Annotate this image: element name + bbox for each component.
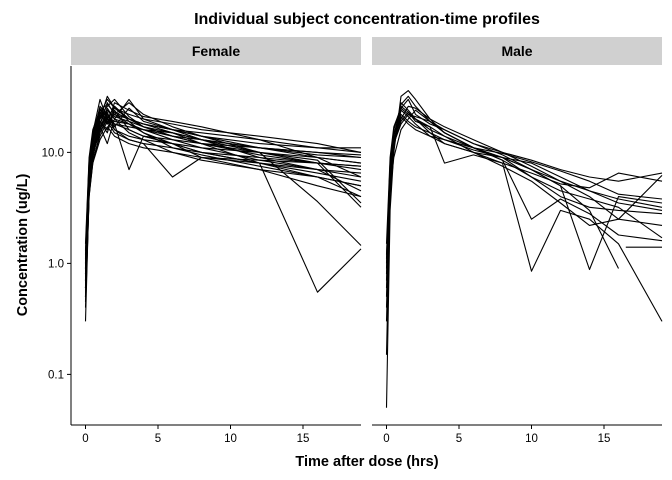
subject-line-female-1 [84,98,362,322]
strip-label-male: Male [501,43,532,59]
strip-label-female: Female [192,43,240,59]
x-tick-label: 5 [155,433,161,445]
chart-title: Individual subject concentration-time pr… [194,11,540,28]
subject-line-female-13 [84,107,362,281]
subject-line-male-1 [385,90,663,408]
profile-lines-male [385,90,663,408]
x-tick-label: 0 [82,433,88,445]
y-tick-label: 1.0 [48,258,64,270]
subject-line-female-20 [84,109,362,269]
subject-line-female-24 [84,103,362,264]
y-axis-ticks: 0.1 1.0 10.0 [42,147,71,381]
subject-line-male-9 [385,109,663,308]
subject-line-male-7 [385,109,619,289]
profile-lines-female [84,95,362,322]
strip-male [372,37,662,65]
panel-female: Female 0 5 10 15 0.1 1.0 10.0 [42,37,362,445]
x-tick-label: 15 [297,433,310,445]
x-tick-label: 0 [383,433,389,445]
panel-male: Male 0 5 10 15 [372,37,663,445]
subject-line-male-10 [385,116,663,269]
subject-line-male-13 [385,95,663,259]
subject-line-male-12 [385,107,663,244]
subject-line-male-11 [385,111,663,281]
y-tick-label: 0.1 [48,369,64,381]
subject-line-female-18 [84,111,362,259]
x-axis-title: Time after dose (hrs) [295,454,438,470]
strip-female [71,37,361,65]
subject-line-female-15 [84,126,362,308]
x-tick-label: 10 [224,433,237,445]
subject-line-female-23 [84,116,362,289]
subject-line-female-21 [84,113,362,293]
subject-line-male-8 [385,105,663,264]
y-tick-label: 10.0 [42,147,64,159]
x-tick-label: 10 [525,433,538,445]
x-axis-ticks-female: 0 5 10 15 [82,425,309,445]
y-axis-title: Concentration (ug/L) [15,174,31,317]
x-tick-label: 5 [456,433,462,445]
subject-line-male-2 [385,102,663,355]
subject-line-female-10 [84,109,362,289]
x-tick-label: 15 [598,433,611,445]
x-axis-ticks-male: 0 5 10 15 [383,425,610,445]
